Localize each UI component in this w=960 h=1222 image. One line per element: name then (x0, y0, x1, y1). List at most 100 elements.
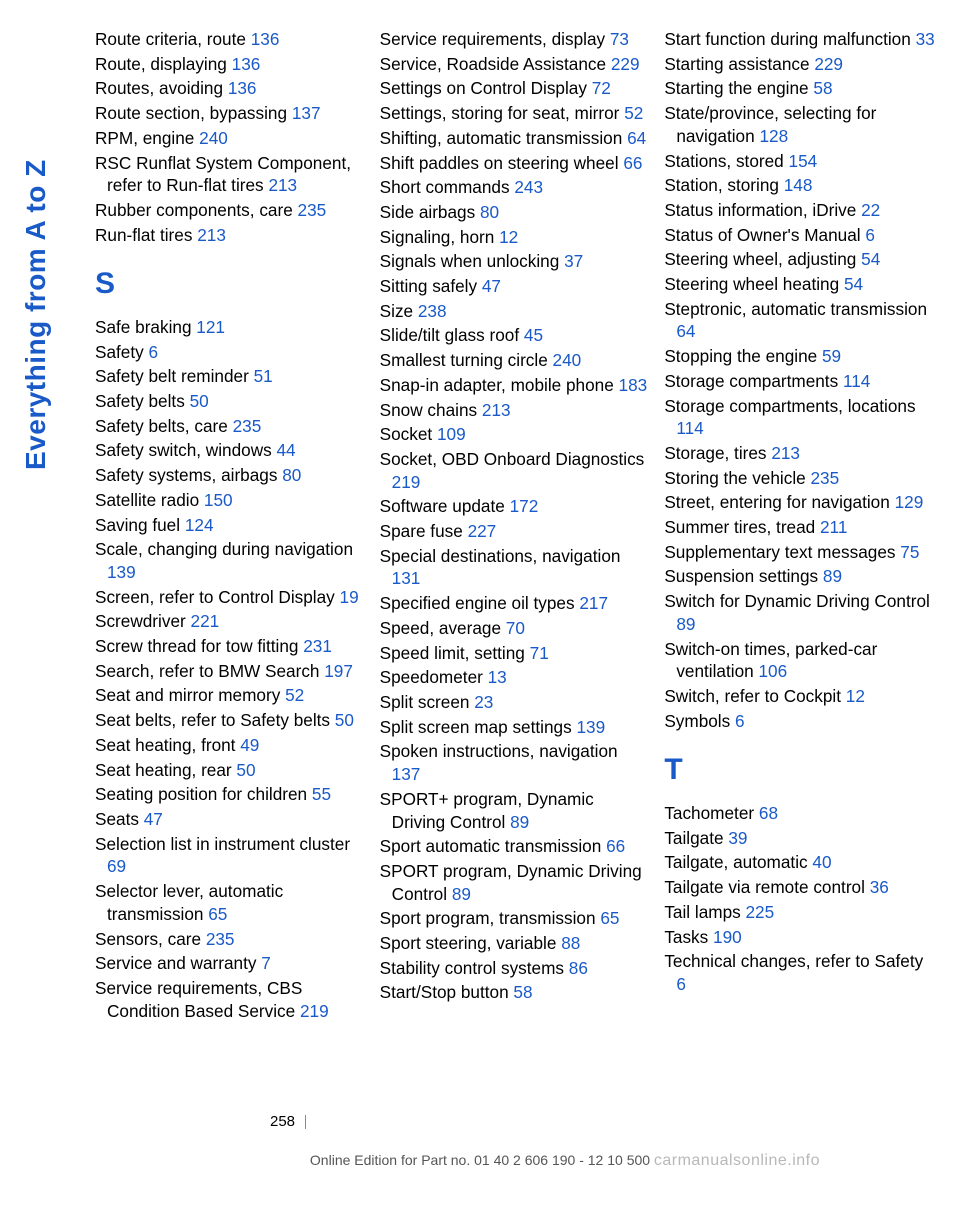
entry-page[interactable]: 6 (149, 342, 159, 362)
entry-page[interactable]: 240 (553, 350, 582, 370)
entry-page[interactable]: 22 (861, 200, 880, 220)
entry-page[interactable]: 114 (843, 371, 870, 391)
entry-page[interactable]: 225 (746, 902, 775, 922)
entry-page[interactable]: 58 (813, 78, 832, 98)
entry-page[interactable]: 80 (480, 202, 499, 222)
entry-page[interactable]: 136 (232, 54, 261, 74)
entry-page[interactable]: 72 (592, 78, 611, 98)
entry-page[interactable]: 137 (392, 764, 421, 784)
entry-page[interactable]: 172 (510, 496, 539, 516)
entry-page[interactable]: 33 (916, 29, 935, 49)
entry-page[interactable]: 6 (735, 711, 745, 731)
entry-page[interactable]: 183 (619, 375, 648, 395)
entry-page[interactable]: 139 (107, 562, 136, 582)
entry-page[interactable]: 197 (324, 661, 353, 681)
entry-page[interactable]: 50 (236, 760, 255, 780)
entry-page[interactable]: 55 (312, 784, 331, 804)
entry-page[interactable]: 47 (144, 809, 163, 829)
entry-page[interactable]: 217 (579, 593, 608, 613)
entry-page[interactable]: 213 (482, 400, 511, 420)
entry-page[interactable]: 66 (606, 836, 625, 856)
entry-page[interactable]: 6 (676, 974, 686, 994)
entry-page[interactable]: 114 (676, 418, 703, 438)
entry-page[interactable]: 37 (564, 251, 583, 271)
entry-page[interactable]: 12 (499, 227, 518, 247)
entry-page[interactable]: 243 (514, 177, 543, 197)
entry-page[interactable]: 45 (524, 325, 543, 345)
entry-page[interactable]: 136 (228, 78, 257, 98)
entry-page[interactable]: 89 (823, 566, 842, 586)
entry-page[interactable]: 52 (624, 103, 643, 123)
entry-page[interactable]: 49 (240, 735, 259, 755)
entry-page[interactable]: 229 (611, 54, 640, 74)
entry-page[interactable]: 229 (814, 54, 843, 74)
entry-page[interactable]: 227 (468, 521, 497, 541)
entry-page[interactable]: 36 (870, 877, 889, 897)
entry-page[interactable]: 86 (569, 958, 588, 978)
entry-page[interactable]: 231 (303, 636, 332, 656)
entry-page[interactable]: 139 (576, 717, 605, 737)
entry-page[interactable]: 54 (861, 249, 880, 269)
entry-page[interactable]: 238 (418, 301, 447, 321)
entry-page[interactable]: 109 (437, 424, 466, 444)
entry-page[interactable]: 19 (340, 587, 359, 607)
entry-page[interactable]: 89 (510, 812, 529, 832)
entry-page[interactable]: 128 (759, 126, 788, 146)
entry-page[interactable]: 12 (846, 686, 865, 706)
entry-page[interactable]: 213 (771, 443, 800, 463)
entry-page[interactable]: 80 (282, 465, 301, 485)
entry-page[interactable]: 40 (812, 852, 831, 872)
entry-page[interactable]: 39 (728, 828, 747, 848)
entry-page[interactable]: 89 (452, 884, 471, 904)
entry-page[interactable]: 69 (107, 856, 126, 876)
entry-page[interactable]: 154 (789, 151, 818, 171)
entry-page[interactable]: 54 (844, 274, 863, 294)
entry-page[interactable]: 47 (482, 276, 501, 296)
entry-page[interactable]: 50 (335, 710, 354, 730)
entry-page[interactable]: 89 (676, 614, 695, 634)
entry-page[interactable]: 73 (610, 29, 629, 49)
entry-page[interactable]: 65 (600, 908, 619, 928)
entry-page[interactable]: 50 (190, 391, 209, 411)
entry-page[interactable]: 68 (759, 803, 778, 823)
entry-page[interactable]: 64 (676, 321, 695, 341)
entry-page[interactable]: 219 (392, 472, 421, 492)
entry-page[interactable]: 106 (758, 661, 787, 681)
entry-page[interactable]: 64 (627, 128, 646, 148)
entry-page[interactable]: 235 (298, 200, 327, 220)
entry-page[interactable]: 129 (895, 492, 924, 512)
entry-page[interactable]: 23 (474, 692, 493, 712)
entry-page[interactable]: 235 (206, 929, 235, 949)
entry-page[interactable]: 51 (254, 366, 273, 386)
entry-page[interactable]: 75 (900, 542, 919, 562)
entry-page[interactable]: 235 (811, 468, 840, 488)
entry-page[interactable]: 124 (185, 515, 214, 535)
entry-page[interactable]: 59 (822, 346, 841, 366)
entry-page[interactable]: 70 (506, 618, 525, 638)
entry-page[interactable]: 235 (233, 416, 262, 436)
entry-page[interactable]: 52 (285, 685, 304, 705)
entry-page[interactable]: 136 (251, 29, 280, 49)
entry-page[interactable]: 219 (300, 1001, 329, 1021)
entry-text: Sitting safely (380, 276, 482, 296)
entry-page[interactable]: 66 (623, 153, 642, 173)
entry-page[interactable]: 131 (392, 568, 421, 588)
entry-page[interactable]: 58 (513, 982, 532, 1002)
entry-page[interactable]: 211 (820, 517, 847, 537)
entry-page[interactable]: 88 (561, 933, 580, 953)
entry-page[interactable]: 13 (488, 667, 507, 687)
entry-page[interactable]: 65 (208, 904, 227, 924)
entry-page[interactable]: 71 (530, 643, 549, 663)
entry-page[interactable]: 213 (268, 175, 297, 195)
entry-page[interactable]: 121 (196, 317, 225, 337)
entry-page[interactable]: 148 (784, 175, 813, 195)
entry-page[interactable]: 190 (713, 927, 742, 947)
entry-page[interactable]: 6 (865, 225, 875, 245)
entry-page[interactable]: 221 (191, 611, 220, 631)
entry-page[interactable]: 240 (199, 128, 228, 148)
entry-page[interactable]: 137 (292, 103, 321, 123)
entry-page[interactable]: 150 (204, 490, 233, 510)
entry-page[interactable]: 7 (261, 953, 271, 973)
entry-page[interactable]: 44 (277, 440, 296, 460)
entry-page[interactable]: 213 (197, 225, 226, 245)
